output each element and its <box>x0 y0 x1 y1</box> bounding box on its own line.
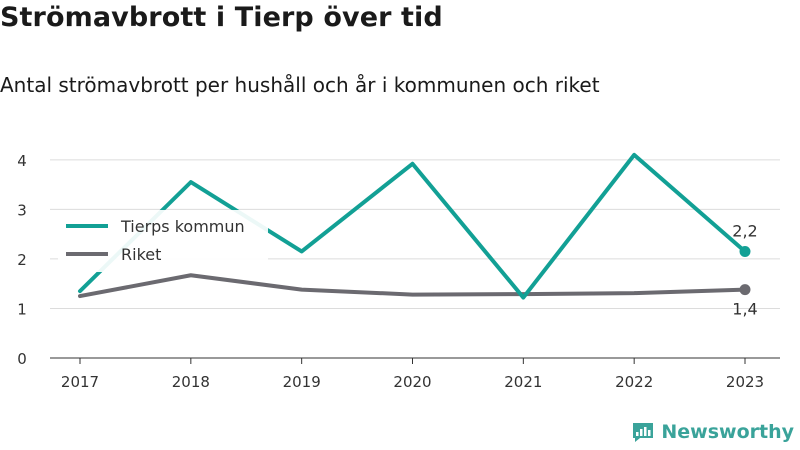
series-end-point <box>739 284 751 296</box>
x-tick-label: 2020 <box>393 373 431 391</box>
y-tick-label: 0 <box>17 350 27 368</box>
series-line-riket <box>78 273 747 299</box>
series-lines: 2,2 1,4 <box>78 152 758 319</box>
y-tick-label: 4 <box>17 152 27 170</box>
end-value-label-riket: 1,4 <box>732 300 757 319</box>
x-tick-label: 2021 <box>504 373 542 391</box>
end-value-label-tierps: 2,2 <box>732 221 757 240</box>
x-tick-label: 2019 <box>283 373 321 391</box>
series-line-tierps-kommun <box>78 152 747 300</box>
legend-label: Tierps kommun <box>120 217 245 236</box>
legend: Tierps kommun Riket <box>58 210 268 272</box>
legend-background <box>58 210 268 272</box>
gridlines <box>50 159 780 359</box>
legend-label: Riket <box>121 245 161 264</box>
series-end-point <box>739 245 751 257</box>
x-tick-label: 2018 <box>172 373 210 391</box>
brand-name: Newsworthy <box>661 421 794 443</box>
chart-title: Strömavbrott i Tierp över tid <box>0 2 443 33</box>
x-axis: 2017 2018 2019 2020 2021 2022 2023 <box>61 358 764 391</box>
x-tick-label: 2023 <box>726 373 764 391</box>
x-tick-label: 2022 <box>615 373 653 391</box>
x-tick-label: 2017 <box>61 373 99 391</box>
newsworthy-brand: Newsworthy <box>631 420 794 444</box>
chart-subtitle: Antal strömavbrott per hushåll och år i … <box>0 73 600 97</box>
y-tick-label: 3 <box>17 201 27 219</box>
newsworthy-logo-icon <box>633 423 654 442</box>
y-tick-label: 2 <box>17 251 27 269</box>
y-tick-label: 1 <box>17 300 27 318</box>
y-axis: 0 1 2 3 4 <box>17 152 27 368</box>
